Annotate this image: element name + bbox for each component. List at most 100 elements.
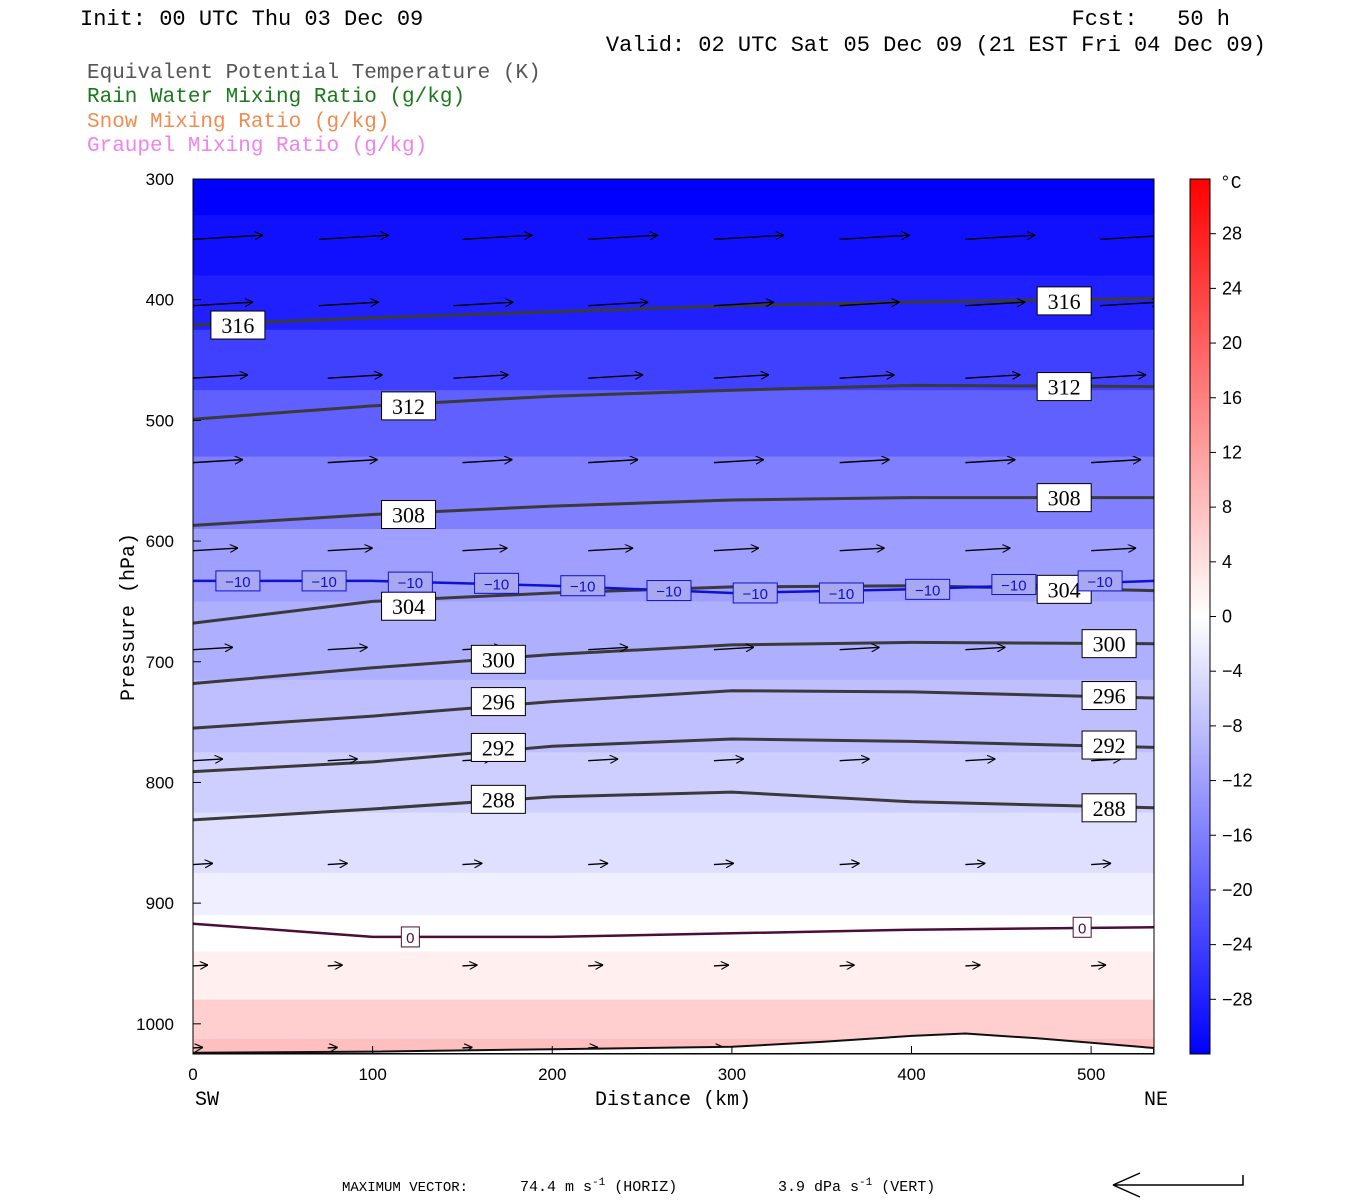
theta-e-label: 308 <box>392 503 425 528</box>
isotherm-label-box <box>400 926 420 948</box>
isotherm-0 <box>193 922 1154 939</box>
wind-vector <box>588 375 643 378</box>
x-tick-label: 400 <box>897 1065 925 1084</box>
isotherm-label: −10 <box>915 582 940 599</box>
theta-e-316 <box>193 297 1154 327</box>
isotherm-label-box <box>991 574 1037 596</box>
isotherm-label: −10 <box>1001 578 1026 595</box>
colorbar-tick-label: −24 <box>1222 935 1253 955</box>
isotherm-label: −10 <box>656 584 681 601</box>
wind-vector <box>965 235 1035 241</box>
theta-e-label-box <box>1081 793 1137 823</box>
theta-e-label: 296 <box>1093 684 1126 709</box>
colorbar <box>1189 178 1211 1055</box>
colorbar-tick-label: −16 <box>1222 825 1253 845</box>
theta-e-label-box <box>1081 629 1137 659</box>
temperature-fill <box>193 179 1154 1054</box>
theta-e-label: 288 <box>1093 796 1126 821</box>
isotherm-label: −10 <box>570 579 595 596</box>
valid-time: Valid: 02 UTC Sat 05 Dec 09 (21 EST Fri … <box>606 33 1266 58</box>
wind-vector <box>965 965 980 966</box>
wind-vectors <box>193 235 1154 1048</box>
horiz-vector-value: 74.4 m s-1 (HORIZ) <box>520 1177 677 1196</box>
wind-vector <box>1091 965 1106 966</box>
theta-e-label-box <box>470 732 526 762</box>
isotherm-label-box <box>1077 570 1123 592</box>
temp-band <box>193 329 1154 392</box>
plot-area: 316 316 312 312 308 308 304 304 300 300 296 296 292 2… <box>193 179 1154 1054</box>
theta-e-label-box <box>470 784 526 814</box>
colorbar-tick-label: 4 <box>1222 552 1232 572</box>
wind-vector <box>965 759 995 761</box>
wind-vector <box>713 375 769 378</box>
wind-vector <box>327 460 378 463</box>
isotherm-label: −10 <box>311 574 336 591</box>
wind-vector <box>327 1047 338 1048</box>
x-tick-label: 100 <box>358 1065 386 1084</box>
wind-vector <box>839 235 910 241</box>
wind-vector <box>713 965 729 966</box>
wind-vector <box>318 302 379 306</box>
wind-vector <box>965 647 1005 649</box>
x-tick-label: 300 <box>718 1065 746 1084</box>
wind-vector <box>193 1047 203 1048</box>
wind-vector <box>713 548 759 551</box>
wind-vector <box>462 965 477 966</box>
theta-e-label-box <box>381 591 437 621</box>
terrain <box>193 1032 1154 1054</box>
isotherm-label: 0 <box>406 930 414 947</box>
wind-vector <box>588 460 638 463</box>
theta-e-label: 292 <box>1093 733 1126 758</box>
theta-e-label-box <box>1081 681 1137 711</box>
wind-vector <box>193 863 213 864</box>
wind-vector <box>588 965 603 966</box>
theta-e-label-box <box>1036 372 1092 402</box>
wind-vector <box>327 759 358 761</box>
temp-band <box>193 951 1154 1001</box>
wind-vector <box>588 302 648 306</box>
isotherm-label: 0 <box>1078 920 1086 937</box>
wind-vector <box>839 548 885 551</box>
wind-vector <box>839 302 900 306</box>
wind-vector <box>462 460 512 463</box>
theta-e-label: 316 <box>1048 289 1081 314</box>
wind-vector <box>327 548 373 551</box>
isotherm-label: −10 <box>829 586 854 603</box>
theta-e-label: 296 <box>482 690 515 715</box>
isotherm-label-box <box>474 572 520 594</box>
colorbar-tick-label: −8 <box>1222 716 1243 736</box>
theta-e-288 <box>193 790 1154 822</box>
wind-vector <box>588 647 628 649</box>
wind-vector <box>193 375 248 378</box>
colorbar-tick-label: −20 <box>1222 880 1253 900</box>
theta-e-300 <box>193 640 1154 685</box>
theta-e-label: 300 <box>482 647 515 672</box>
isotherm-label-box <box>818 582 864 604</box>
temp-band <box>193 999 1154 1040</box>
x-axis-label: Distance (km) <box>595 1089 751 1112</box>
wind-vector <box>193 235 263 241</box>
wind-vector <box>588 759 618 761</box>
isotherm-label-box <box>215 570 261 592</box>
wind-vector <box>327 375 383 378</box>
wind-vector <box>1100 235 1154 241</box>
temp-band <box>193 456 1154 530</box>
colorbar-ticks: 28 24 20 16 12 8 4 0 −4 −8 −12 −16 −20 −24 −28 <box>1210 224 1253 1009</box>
colorbar-tick-label: −28 <box>1222 989 1253 1009</box>
isotherm-label: −10 <box>398 575 423 592</box>
x-axis: 0 100 200 300 400 500 <box>188 1046 1105 1084</box>
max-vector-label: MAXIMUM VECTOR: <box>342 1180 468 1196</box>
wind-vector <box>1100 302 1154 306</box>
plot-frame <box>192 178 1155 1055</box>
wind-vector <box>839 863 860 864</box>
x-tick-label: 200 <box>538 1065 566 1084</box>
wind-vector <box>713 759 744 761</box>
y-axis-label: Pressure (hPa) <box>118 533 141 701</box>
x-tick-label: 0 <box>188 1065 197 1084</box>
wind-vector <box>193 460 243 463</box>
colorbar-tick-label: −4 <box>1222 661 1243 681</box>
isotherm-label-box <box>905 578 951 600</box>
y-tick-label: 500 <box>146 411 174 430</box>
theta-e-label: 304 <box>392 594 425 619</box>
y-tick-label: 700 <box>146 653 174 672</box>
